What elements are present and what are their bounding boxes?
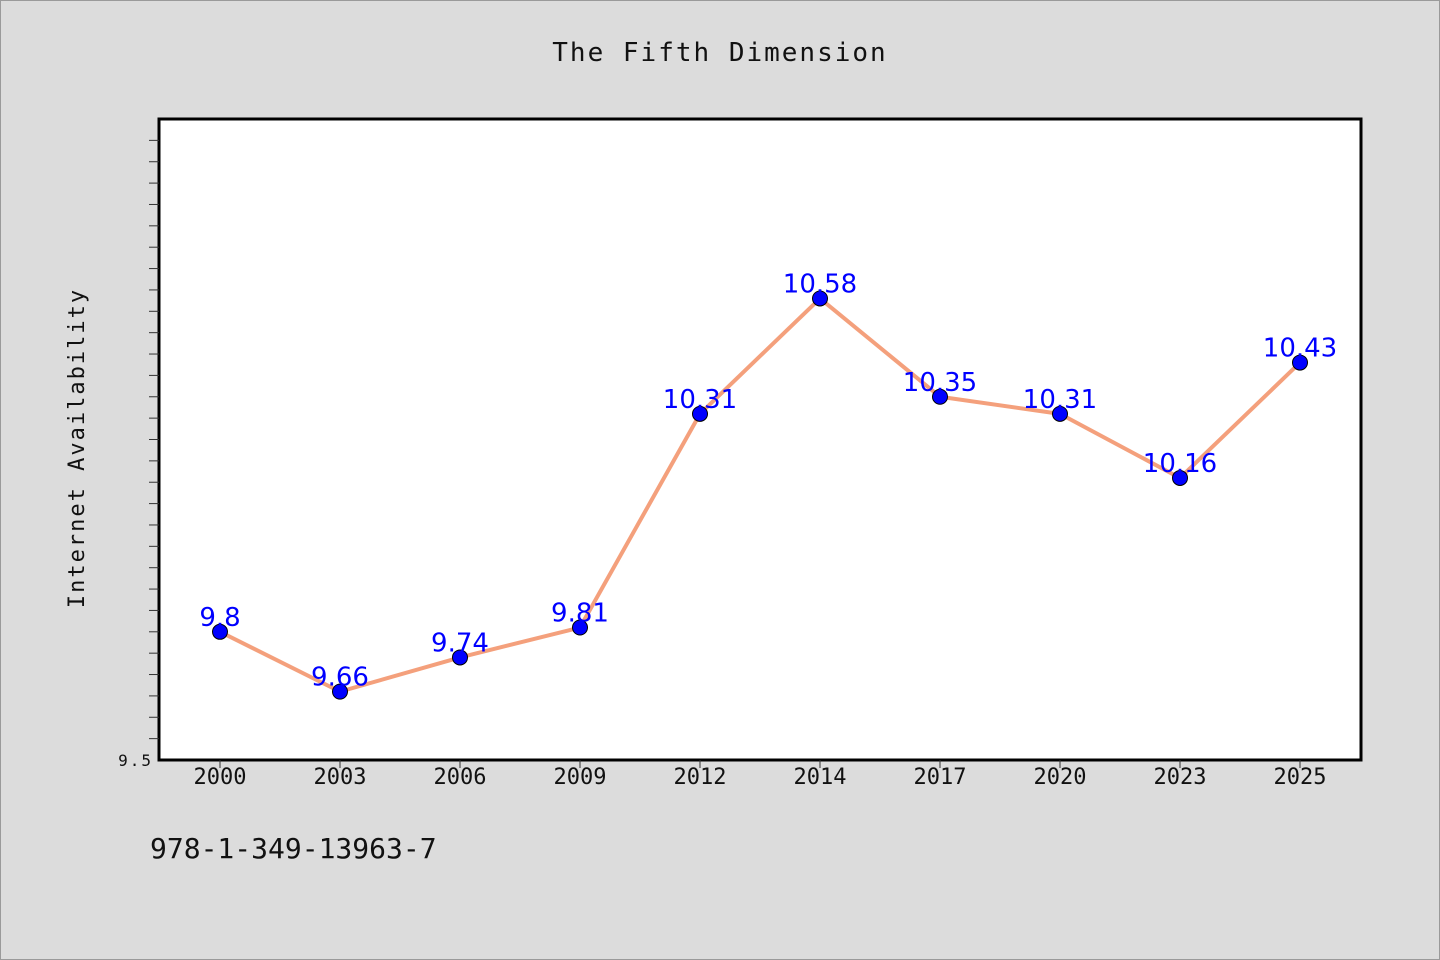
data-point xyxy=(1172,469,1188,486)
data-point xyxy=(812,290,828,307)
x-tick-label: 2025 xyxy=(1274,765,1327,790)
data-point xyxy=(572,619,588,636)
data-label: 10.16 xyxy=(1143,449,1217,479)
data-point xyxy=(452,649,468,666)
data-label: 9.74 xyxy=(431,628,489,658)
x-tick-label: 2012 xyxy=(674,765,727,790)
y-axis-label: Internet Availability xyxy=(65,288,90,608)
data-label: 10.58 xyxy=(783,269,857,299)
x-tick-label: 2020 xyxy=(1034,765,1087,790)
y-axis-ticks: 9.5 xyxy=(118,139,159,770)
x-tick-label: 2023 xyxy=(1154,765,1207,790)
data-point xyxy=(212,623,228,640)
data-markers xyxy=(212,290,1308,700)
data-labels: 9.8 9.66 9.74 9.81 10.31 10.58 10.35 10.31 10.16… xyxy=(199,269,1337,692)
x-tick-label: 2009 xyxy=(554,765,607,790)
data-point xyxy=(1292,354,1308,371)
series-line-group xyxy=(218,296,1302,694)
data-label: 10.31 xyxy=(663,385,737,415)
data-label: 9.66 xyxy=(311,663,369,693)
series-line xyxy=(218,296,1302,694)
data-label: 10.43 xyxy=(1263,334,1337,364)
x-tick-label: 2003 xyxy=(314,765,367,790)
chart-title: The Fifth Dimension xyxy=(552,38,887,68)
x-tick-label: 2000 xyxy=(194,765,247,790)
data-label: 9.81 xyxy=(551,599,609,629)
x-axis-ticks: 2000 2003 2006 2009 2012 2014 2017 2020 2023 2025 xyxy=(194,760,1327,790)
isbn-footer: 978-1-349-13963-7 xyxy=(150,832,437,865)
data-point xyxy=(332,683,348,700)
x-tick-label: 2017 xyxy=(914,765,967,790)
plot-area xyxy=(157,117,1363,762)
data-point xyxy=(692,405,708,422)
data-label: 10.31 xyxy=(1023,385,1097,415)
data-label: 9.8 xyxy=(199,603,240,633)
data-point xyxy=(932,388,948,405)
x-tick-label: 2006 xyxy=(434,765,487,790)
y-tick-label: 9.5 xyxy=(118,751,153,770)
data-label: 10.35 xyxy=(903,368,977,398)
data-point xyxy=(1052,405,1068,422)
x-tick-label: 2014 xyxy=(794,765,847,790)
